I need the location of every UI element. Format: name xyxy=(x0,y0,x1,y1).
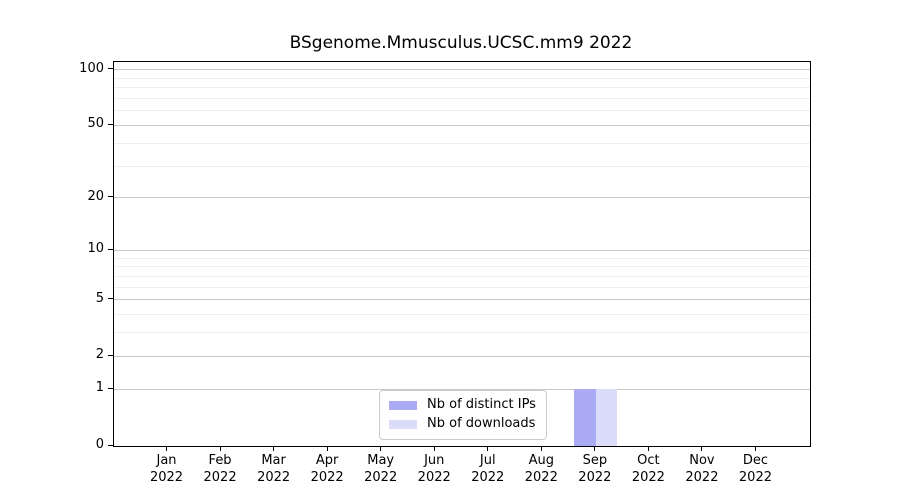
bar-downloads xyxy=(595,389,618,446)
y-gridline-major xyxy=(114,197,810,199)
x-tick-year: 2022 xyxy=(203,470,237,485)
x-tick-label: Mar 2022 xyxy=(242,452,306,486)
x-tick-month: Jul xyxy=(479,453,496,468)
y-gridline-minor xyxy=(114,87,810,89)
x-tick-year: 2022 xyxy=(364,470,398,485)
y-tick-label: 50 xyxy=(87,116,104,132)
x-tick xyxy=(647,446,649,451)
x-tick-month: Mar xyxy=(261,453,286,468)
x-tick xyxy=(540,446,542,451)
x-tick xyxy=(219,446,221,451)
x-tick-month: Sep xyxy=(582,453,608,468)
x-tick xyxy=(487,446,489,451)
x-tick-year: 2022 xyxy=(738,470,772,485)
y-gridline-major xyxy=(114,355,810,357)
x-tick-label: Apr 2022 xyxy=(295,452,359,486)
x-tick-year: 2022 xyxy=(685,470,719,485)
y-gridline-minor xyxy=(114,165,810,167)
legend-label-distinct-ips: Nb of distinct IPs xyxy=(427,397,536,412)
x-tick-year: 2022 xyxy=(471,470,505,485)
y-gridline-minor xyxy=(114,77,810,79)
x-tick-year: 2022 xyxy=(257,470,291,485)
x-tick xyxy=(433,446,435,451)
x-tick-month: Aug xyxy=(528,453,554,468)
y-tick-label: 2 xyxy=(95,347,104,363)
y-tick xyxy=(108,123,113,125)
y-gridline-major xyxy=(114,124,810,126)
x-tick-label: Jul 2022 xyxy=(456,452,520,486)
y-tick xyxy=(108,444,113,446)
legend-swatch-downloads xyxy=(389,419,417,429)
x-tick-label: Sep 2022 xyxy=(563,452,627,486)
x-tick-label: Jun 2022 xyxy=(402,452,466,486)
x-tick-year: 2022 xyxy=(631,470,665,485)
y-gridline-minor xyxy=(114,266,810,268)
legend-swatch-distinct-ips xyxy=(389,400,417,410)
x-tick xyxy=(754,446,756,451)
y-gridline-minor xyxy=(114,314,810,316)
y-tick-label: 0 xyxy=(95,437,104,452)
legend-item-distinct-ips: Nb of distinct IPs xyxy=(389,397,536,413)
y-tick-label: 100 xyxy=(79,60,104,76)
y-gridline-minor xyxy=(114,142,810,144)
x-tick xyxy=(594,446,596,451)
x-tick xyxy=(273,446,275,451)
x-tick xyxy=(701,446,703,451)
legend-item-downloads: Nb of downloads xyxy=(389,416,536,432)
x-tick-year: 2022 xyxy=(417,470,451,485)
y-gridline-minor xyxy=(114,110,810,112)
x-tick-label: Oct 2022 xyxy=(616,452,680,486)
x-tick-month: May xyxy=(367,453,395,468)
y-tick-label: 20 xyxy=(87,188,104,204)
y-gridline-minor xyxy=(114,257,810,259)
y-gridline-minor xyxy=(114,286,810,288)
y-tick-label: 1 xyxy=(95,380,104,396)
x-tick-year: 2022 xyxy=(310,470,344,485)
chart-title: BSgenome.Mmusculus.UCSC.mm9 2022 xyxy=(289,33,633,53)
x-tick-label: Aug 2022 xyxy=(509,452,573,486)
x-tick-label: Nov 2022 xyxy=(670,452,734,486)
y-gridline-major xyxy=(114,249,810,251)
x-tick-month: Nov xyxy=(689,453,715,468)
x-tick xyxy=(166,446,168,451)
x-tick-year: 2022 xyxy=(578,470,612,485)
x-tick-month: Jan xyxy=(156,453,177,468)
x-tick-label: Jan 2022 xyxy=(135,452,199,486)
legend-label-downloads: Nb of downloads xyxy=(427,416,536,431)
x-tick xyxy=(326,446,328,451)
y-tick xyxy=(108,248,113,250)
y-gridline-major xyxy=(114,69,810,71)
y-gridline-minor xyxy=(114,275,810,277)
x-tick-label: Feb 2022 xyxy=(188,452,252,486)
x-tick-label: May 2022 xyxy=(349,452,413,486)
y-gridline-minor xyxy=(114,97,810,99)
x-tick-year: 2022 xyxy=(524,470,558,485)
x-tick-month: Jun xyxy=(424,453,445,468)
y-tick xyxy=(108,196,113,198)
y-tick-label: 5 xyxy=(95,290,104,306)
y-tick xyxy=(108,68,113,70)
x-tick-month: Dec xyxy=(742,453,769,468)
x-tick-label: Dec 2022 xyxy=(723,452,787,486)
x-tick-month: Apr xyxy=(315,453,339,468)
x-tick-month: Oct xyxy=(637,453,660,468)
bar-distinct-ips xyxy=(574,389,596,446)
y-gridline-major xyxy=(114,299,810,301)
x-tick-month: Feb xyxy=(208,453,232,468)
y-tick xyxy=(108,387,113,389)
x-tick xyxy=(380,446,382,451)
y-tick xyxy=(108,354,113,356)
y-gridline-major xyxy=(114,388,810,390)
plot-area: Nb of distinct IPs Nb of downloads xyxy=(113,61,811,447)
y-tick xyxy=(108,298,113,300)
legend: Nb of distinct IPs Nb of downloads xyxy=(379,390,547,440)
y-tick-label: 10 xyxy=(87,241,104,257)
y-gridline-minor xyxy=(114,332,810,334)
x-tick-year: 2022 xyxy=(149,470,184,485)
